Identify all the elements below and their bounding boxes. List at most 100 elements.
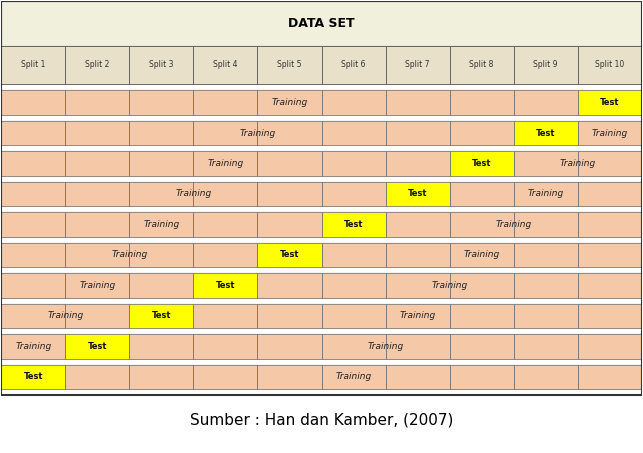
Bar — [194, 182, 257, 206]
Bar — [129, 91, 194, 115]
Bar — [257, 212, 322, 236]
Bar — [577, 365, 642, 389]
Text: Test: Test — [87, 342, 107, 351]
Bar — [449, 182, 514, 206]
Bar — [514, 243, 577, 267]
Bar — [577, 274, 642, 298]
Bar — [129, 46, 194, 84]
Bar — [322, 46, 386, 84]
Bar — [577, 121, 642, 145]
Bar — [1, 1, 642, 46]
Bar — [66, 274, 129, 298]
Bar — [386, 182, 449, 206]
Bar — [1, 145, 642, 151]
Bar — [449, 365, 514, 389]
Bar — [257, 243, 322, 267]
Bar — [1, 358, 642, 365]
Bar — [322, 365, 386, 389]
Text: Split 6: Split 6 — [341, 60, 366, 69]
Text: Test: Test — [152, 312, 171, 320]
Bar — [386, 212, 449, 236]
Bar — [514, 334, 577, 358]
Text: Split 3: Split 3 — [149, 60, 174, 69]
Text: Training: Training — [176, 189, 212, 198]
Text: Split 4: Split 4 — [213, 60, 238, 69]
Bar — [449, 274, 514, 298]
Bar — [322, 121, 386, 145]
Text: Training: Training — [207, 159, 244, 168]
Bar — [1, 236, 642, 243]
Bar — [386, 304, 449, 328]
Bar — [1, 115, 642, 121]
Text: Training: Training — [592, 129, 628, 138]
Bar — [322, 304, 386, 328]
Bar — [1, 365, 66, 389]
Bar — [66, 46, 129, 84]
Bar — [386, 121, 449, 145]
Text: Training: Training — [239, 129, 276, 138]
Bar — [577, 91, 642, 115]
Bar — [194, 365, 257, 389]
Bar — [129, 121, 194, 145]
Bar — [322, 151, 386, 176]
Bar — [257, 121, 322, 145]
Bar — [194, 334, 257, 358]
Bar — [129, 151, 194, 176]
Text: Test: Test — [215, 281, 235, 290]
Bar — [449, 334, 514, 358]
Bar — [514, 151, 577, 176]
Bar — [1, 151, 66, 176]
Text: Split 9: Split 9 — [533, 60, 558, 69]
Bar — [322, 91, 386, 115]
Bar — [577, 46, 642, 84]
Text: Training: Training — [496, 220, 532, 229]
Bar — [577, 151, 642, 176]
Bar — [577, 334, 642, 358]
Bar — [66, 182, 129, 206]
Bar — [386, 274, 449, 298]
Bar — [577, 212, 642, 236]
Bar — [1, 121, 66, 145]
Bar — [1, 46, 66, 84]
Text: Test: Test — [536, 129, 556, 138]
Bar — [1, 212, 66, 236]
Bar — [322, 334, 386, 358]
Bar — [514, 274, 577, 298]
Text: Training: Training — [111, 251, 147, 260]
Bar — [129, 365, 194, 389]
Bar — [322, 243, 386, 267]
Bar — [257, 182, 322, 206]
Bar — [1, 91, 66, 115]
Bar — [449, 46, 514, 84]
Bar — [129, 212, 194, 236]
Bar — [257, 151, 322, 176]
Bar — [1, 389, 642, 395]
Bar — [577, 243, 642, 267]
Bar — [386, 151, 449, 176]
Text: Training: Training — [143, 220, 179, 229]
Text: Training: Training — [559, 159, 595, 168]
Bar — [194, 151, 257, 176]
Bar — [514, 91, 577, 115]
Bar — [1, 243, 66, 267]
Bar — [129, 274, 194, 298]
Text: Test: Test — [408, 189, 428, 198]
Bar — [257, 46, 322, 84]
Text: Training: Training — [48, 312, 84, 320]
Bar — [257, 334, 322, 358]
Bar — [129, 304, 194, 328]
Bar — [1, 206, 642, 212]
Bar — [322, 212, 386, 236]
Text: Training: Training — [367, 342, 404, 351]
Bar — [66, 121, 129, 145]
Bar — [194, 91, 257, 115]
Bar — [194, 243, 257, 267]
Bar — [386, 243, 449, 267]
Bar — [257, 304, 322, 328]
Bar — [449, 304, 514, 328]
Bar — [66, 243, 129, 267]
Bar — [194, 212, 257, 236]
Bar — [514, 182, 577, 206]
Text: Training: Training — [336, 372, 372, 381]
Bar — [1, 274, 66, 298]
